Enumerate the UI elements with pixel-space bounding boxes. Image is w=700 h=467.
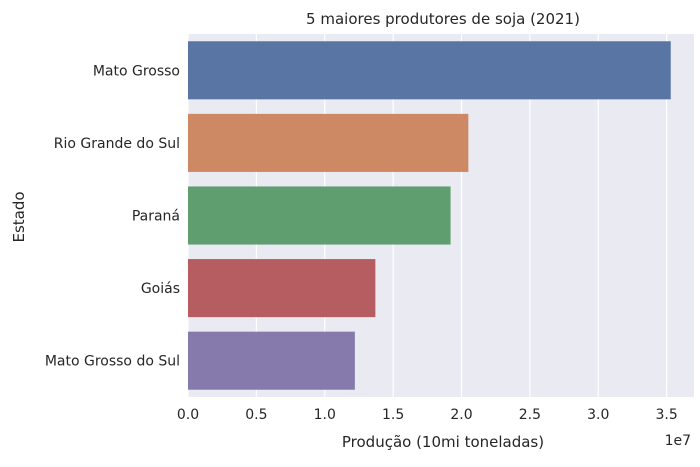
x-axis-offset-label: 1e7 [665,433,691,449]
x-tick-label-3: 1.5 [382,407,404,423]
bar-3 [188,259,376,318]
y-tick-label-3: Goiás [141,281,180,297]
x-tick-label-2: 1.0 [314,407,336,423]
y-tick-label-0: Mato Grosso [93,63,180,79]
y-tick-label-1: Rio Grande do Sul [54,136,180,152]
bar-4 [188,331,355,390]
bar-2 [188,186,451,245]
x-tick-label-4: 2.0 [450,407,472,423]
bar-0 [188,41,671,100]
y-tick-label-2: Paraná [132,209,180,225]
x-tick-label-7: 3.5 [656,407,678,423]
y-tick-label-4: Mato Grosso do Sul [45,354,180,370]
x-tick-label-0: 0.0 [177,407,199,423]
x-tick-label-5: 2.5 [519,407,541,423]
x-tick-labels: 0.0 0.5 1.0 1.5 2.0 2.5 3.0 3.5 [177,407,678,423]
x-axis-label: Produção (10mi toneladas) [342,433,544,451]
x-tick-label-6: 3.0 [587,407,609,423]
y-tick-labels: Mato Grosso Rio Grande do Sul Paraná Goiás M… [45,63,180,369]
chart-title: 5 maiores produtores de soja (2021) [306,10,580,28]
y-axis-label: Estado [10,191,28,242]
bars [188,41,671,390]
bar-1 [188,113,469,172]
x-tick-label-1: 0.5 [245,407,267,423]
